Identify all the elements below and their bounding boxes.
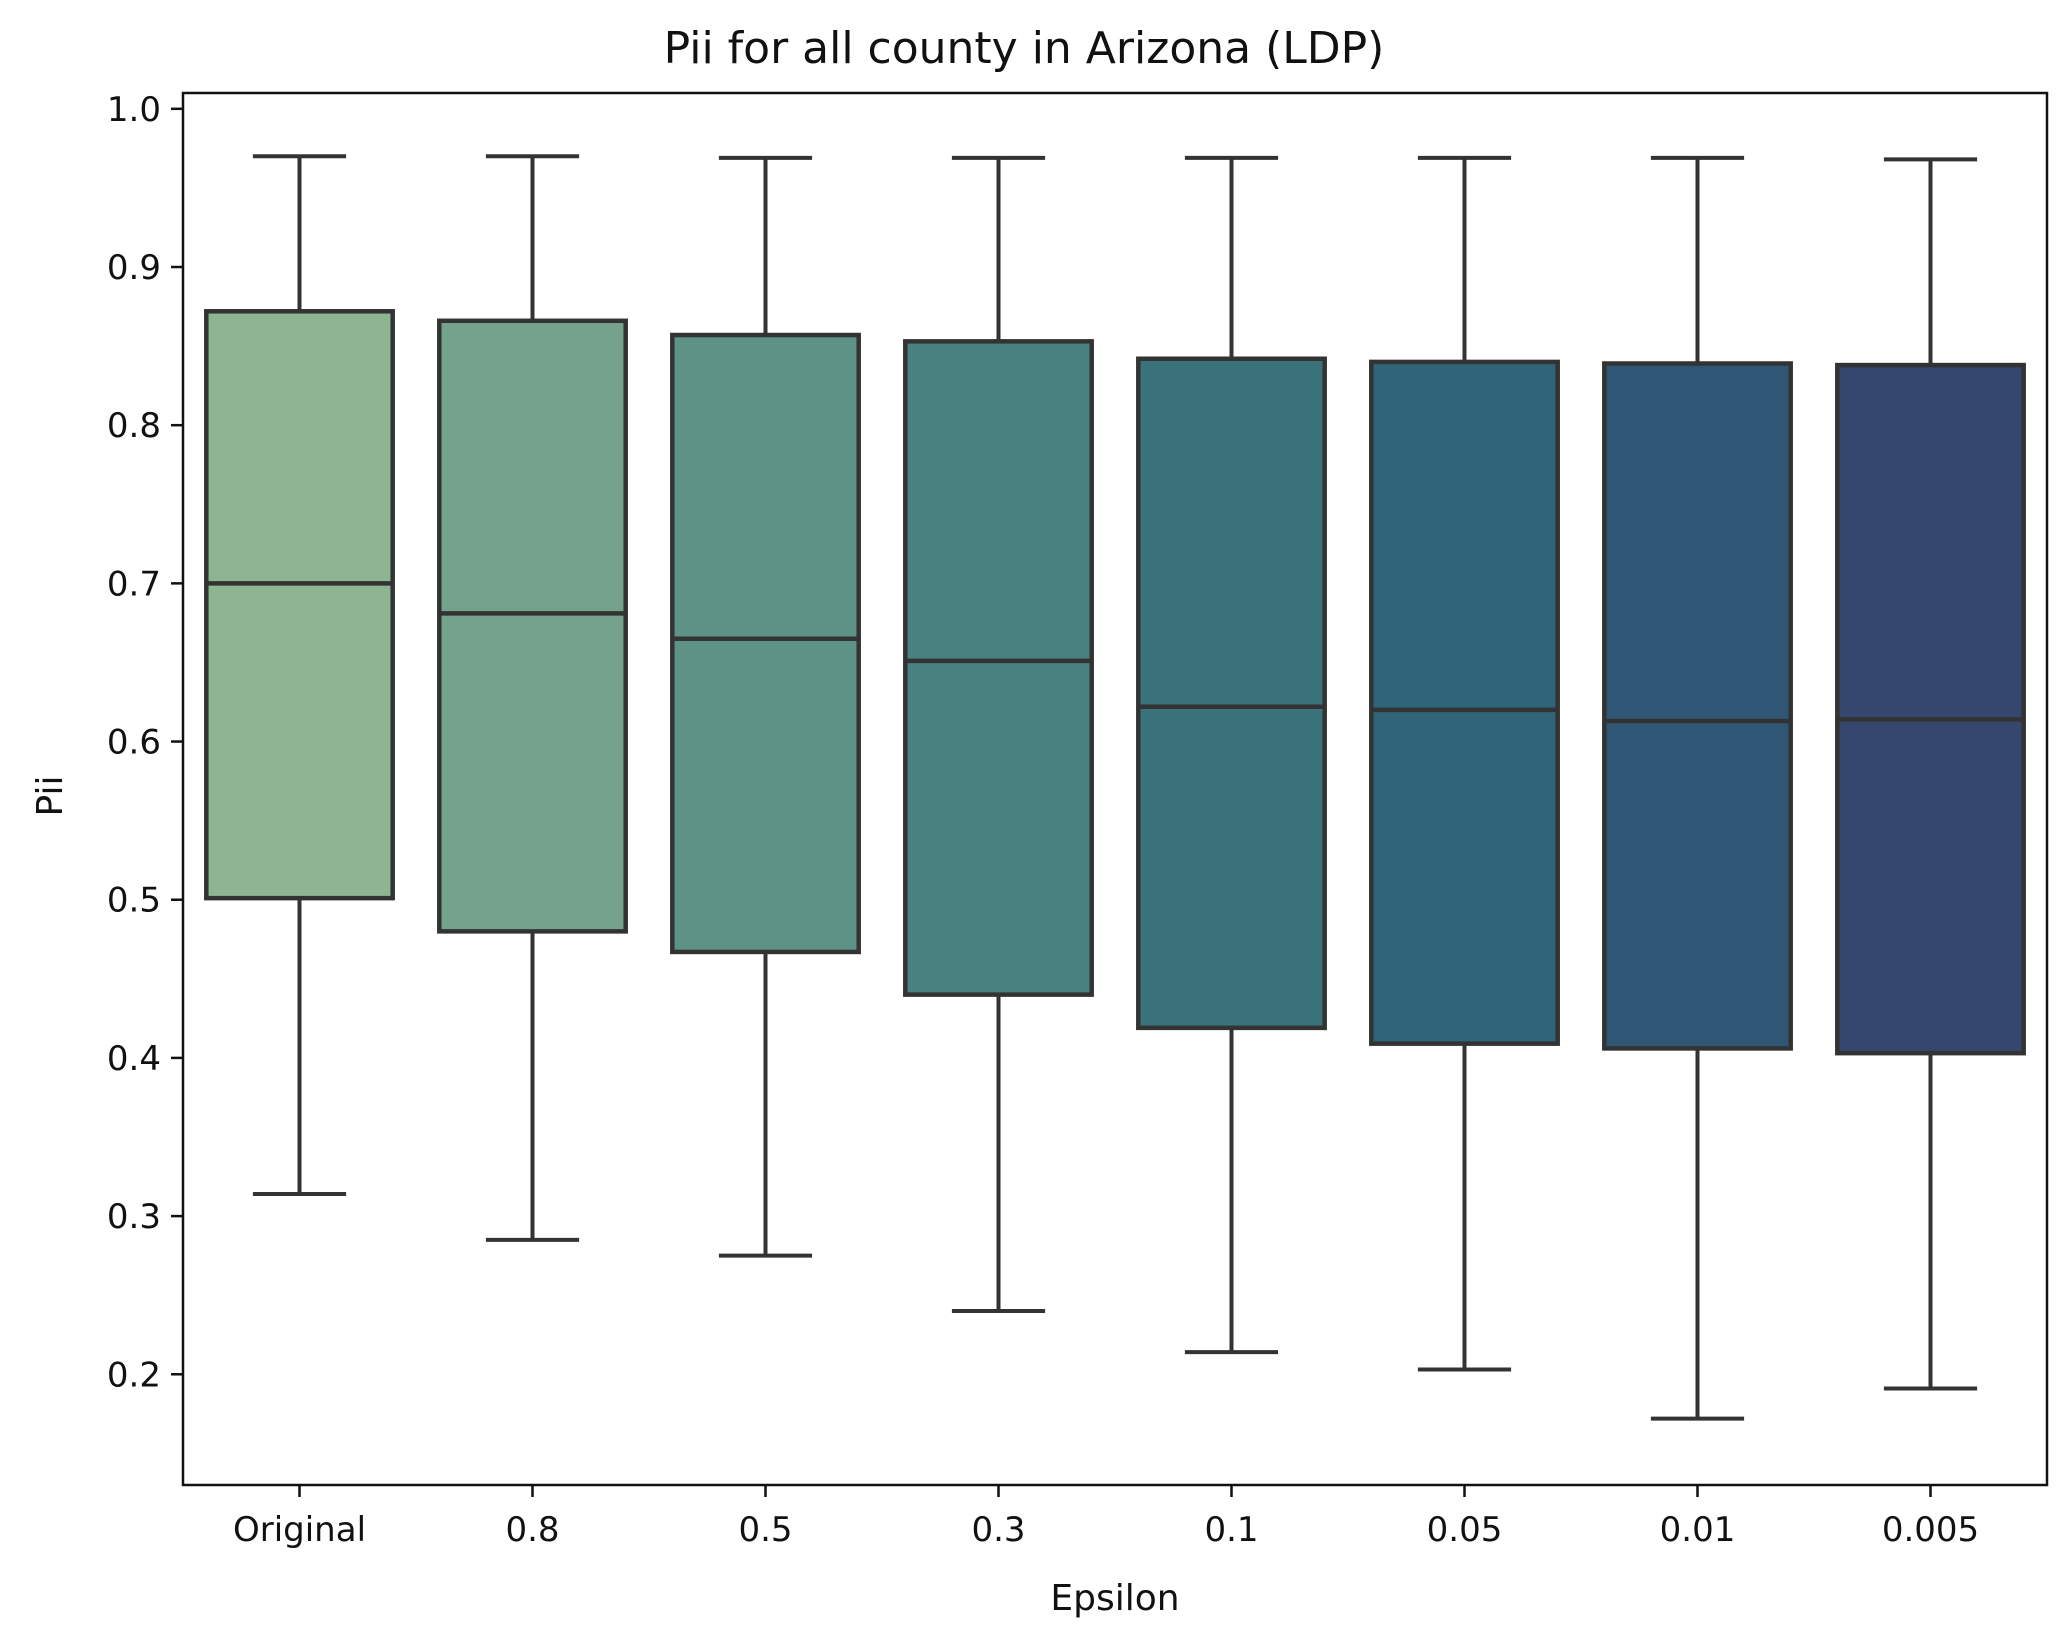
x-tick-label: 0.1	[1204, 1510, 1258, 1550]
x-axis: Original 0.8 0.5 0.3 0.1 0.05 0.01 0.005	[233, 1485, 1979, 1550]
y-tick-label: 0.8	[107, 406, 161, 446]
x-tick-label: 0.8	[505, 1510, 559, 1550]
y-tick-label: 0.3	[107, 1197, 161, 1237]
x-tick-label: 0.01	[1660, 1510, 1736, 1550]
x-tick-label: 0.005	[1882, 1510, 1979, 1550]
chart-title: Pii for all county in Arizona (LDP)	[664, 23, 1385, 74]
y-axis-label: Pii	[30, 776, 71, 817]
box-group	[670, 155, 861, 1258]
plot-frame	[181, 91, 2049, 1487]
x-tick-label: 0.05	[1427, 1510, 1503, 1550]
iqr-box	[204, 309, 395, 901]
box-group	[437, 154, 628, 1242]
iqr-box	[670, 332, 861, 955]
x-axis-label: Epsilon	[1050, 1578, 1179, 1619]
box-group	[1602, 155, 1793, 1421]
box-group	[1835, 157, 2026, 1391]
x-tick-label: Original	[233, 1510, 366, 1550]
box-group	[1369, 155, 1560, 1372]
y-tick-label: 0.7	[107, 564, 161, 604]
y-tick-label: 0.9	[107, 248, 161, 288]
y-tick-label: 0.5	[107, 881, 161, 921]
y-tick-label: 0.6	[107, 723, 161, 763]
iqr-box	[1602, 361, 1793, 1051]
iqr-box	[903, 339, 1094, 997]
y-axis: 0.2 0.3 0.4 0.5 0.6 0.7 0.8 0.9 1.0	[107, 90, 183, 1395]
box-group	[204, 154, 395, 1196]
iqr-box	[437, 318, 628, 934]
x-tick-label: 0.3	[971, 1510, 1025, 1550]
y-tick-label: 0.4	[107, 1039, 161, 1079]
box-group	[903, 155, 1094, 1313]
y-tick-label: 1.0	[107, 90, 161, 130]
iqr-box	[1835, 362, 2026, 1056]
iqr-box	[1136, 356, 1327, 1031]
iqr-box	[1369, 359, 1560, 1046]
x-tick-label: 0.5	[738, 1510, 792, 1550]
y-tick-label: 0.2	[107, 1355, 161, 1395]
box-group	[1136, 155, 1327, 1355]
boxes-layer	[204, 154, 2026, 1421]
